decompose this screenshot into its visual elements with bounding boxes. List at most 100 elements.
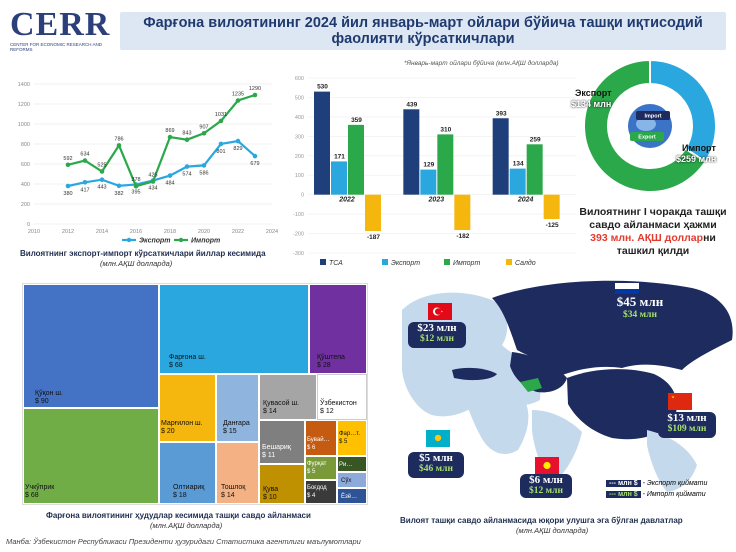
bar-value-label: 171 [334, 153, 345, 160]
treemap-tile [159, 442, 216, 504]
kazakhstan-export: $5 млн [419, 452, 453, 464]
tm-name: Ўзбекистон [320, 400, 357, 407]
bar-chart: -300 -200 -100 0 100 200 300 400 500 600 530 171 359… [293, 76, 576, 267]
legend-key-import: --- млн $ [606, 491, 641, 498]
tm-name: Қўштепа [317, 354, 345, 361]
bar-tsa [314, 91, 330, 195]
tm-label: Қўштепа $ 28 [317, 354, 345, 370]
tm-label: Ўзбекистон $ 12 [320, 400, 357, 416]
tm-name: Ри… [339, 462, 353, 468]
y-tick-label: 600 [21, 162, 30, 168]
tm-name: Фар…т. [339, 431, 360, 437]
legend-swatch [506, 259, 512, 265]
tm-label: Марғилон ш. $ 20 [161, 420, 203, 436]
tm-name: Ёзё… [341, 494, 358, 500]
data-label: 1290 [249, 86, 261, 92]
globe-export-label: Export [638, 135, 656, 141]
treemap-tile [23, 408, 159, 504]
data-point [65, 183, 71, 189]
tm-label: Данғара $ 15 [223, 420, 250, 436]
data-label: 380 [63, 191, 72, 197]
map-land-uzbekistan [520, 378, 542, 392]
tm-name: Данғара [223, 420, 250, 427]
y-tick-label: 300 [295, 134, 304, 140]
y-tick-label: 0 [27, 222, 30, 228]
china-flag-icon [668, 393, 692, 410]
legend-swatch [382, 259, 388, 265]
data-label: 378 [131, 177, 140, 183]
data-point [167, 173, 173, 178]
tm-label: Фар…т. $ 5 [339, 430, 360, 446]
data-point [252, 92, 258, 98]
kazakhstan-import: $46 млн [419, 464, 453, 474]
treemap-tile [259, 464, 305, 504]
legend-label: Импорт [191, 238, 220, 245]
tm-value: $ 14 [221, 492, 235, 499]
map-caption: Вилоят ташқи савдо айланмасида юқори улу… [400, 516, 683, 525]
legend-text-export: - Экспорт қиймати [642, 480, 708, 487]
data-point [65, 162, 71, 168]
series-line-import [67, 93, 256, 188]
x-tick-label: 2010 [28, 229, 40, 235]
donut-highlight-tail: ни [703, 232, 716, 244]
map-land-se-asia [647, 430, 697, 492]
tm-name: Қува [263, 486, 279, 493]
title-year: 2024 [304, 15, 338, 31]
treemap-tile [159, 374, 216, 442]
treemap-tile [337, 488, 367, 504]
page-title: Фарғона вилоятининг 2024 йил январь-март… [120, 12, 726, 50]
tm-name: Сўх [341, 478, 352, 484]
tm-value: $ 15 [223, 428, 237, 435]
tm-value: $ 5 [307, 469, 316, 475]
tm-name: Бувай… [307, 437, 330, 443]
china-import: $109 млн [667, 424, 707, 434]
legend-key-export: --- млн $ [606, 480, 641, 487]
treemap-tile [337, 456, 367, 472]
donut-chart: Import Export [583, 58, 717, 193]
data-point [82, 158, 88, 163]
category-label: 2023 [428, 197, 445, 204]
bar-import [348, 124, 364, 195]
data-label: 829 [233, 146, 242, 152]
donut-summary: Вилоятнинг I чоракда ташқи савдо айланма… [578, 206, 728, 258]
tm-label: Олтиариқ $ 18 [173, 484, 204, 500]
tm-value: $ 4 [307, 493, 316, 499]
tm-name: Бешариқ [262, 444, 291, 451]
map-caption-sub: (млн.АҚШ долларда) [516, 526, 589, 535]
tm-value: $ 28 [317, 362, 331, 369]
data-label: 1031 [215, 112, 227, 118]
y-tick-label: -200 [293, 232, 304, 238]
data-label: 679 [250, 161, 259, 167]
y-tick-label: 800 [21, 142, 30, 148]
tm-value: $ 12 [320, 408, 334, 415]
kazakhstan-bubble: $5 млн $46 млн [408, 452, 464, 478]
turkey-flag-icon [428, 303, 452, 320]
source-note: Манба: Ўзбекистон Республикаси Президент… [6, 537, 361, 546]
turkey-import: $12 млн [420, 334, 454, 344]
y-tick-label: 100 [295, 173, 304, 179]
tm-label: Тошлоқ $ 14 [221, 484, 245, 500]
map-land-turkey [452, 367, 497, 381]
legend-label: ТСА [329, 260, 343, 267]
tm-value: $ 11 [262, 452, 276, 459]
data-label: 592 [63, 156, 72, 162]
data-label: 1235 [232, 92, 244, 98]
kyrgyzstan-flag-icon [535, 457, 559, 474]
data-label: 434 [148, 186, 157, 192]
data-label: 634 [80, 152, 89, 158]
donut-import-label: Импорт [682, 143, 716, 153]
donut-highlight: 393 млн. АҚШ доллар [590, 232, 704, 244]
bar-export [331, 161, 347, 195]
turkey-export: $23 млн [417, 322, 457, 334]
data-label: 395 [131, 190, 140, 196]
tm-name: Қўқон ш. [35, 390, 63, 397]
treemap-tile [259, 374, 317, 420]
data-label: 574 [182, 172, 191, 178]
china-export: $13 млн [667, 412, 707, 424]
y-tick-label: 400 [295, 115, 304, 121]
tm-value: $ 18 [173, 492, 187, 499]
legend-marker [126, 237, 132, 243]
data-point [184, 137, 190, 142]
map-legend: --- млн $ - Экспорт қиймати --- млн $ - … [606, 478, 707, 500]
export-arrow-icon [630, 132, 664, 141]
